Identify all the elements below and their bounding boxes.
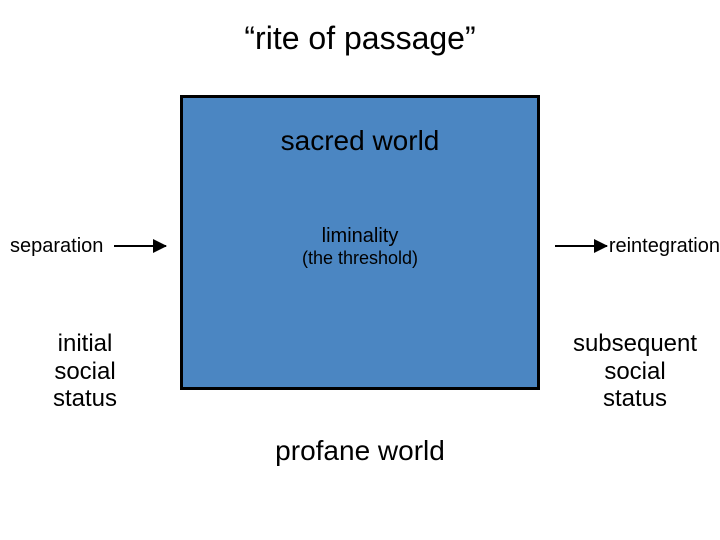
arrow-right-icon bbox=[555, 245, 607, 247]
arrow-left-icon bbox=[114, 245, 166, 247]
subsequent-status-line2: social bbox=[560, 358, 710, 386]
profane-world-label: profane world bbox=[180, 435, 540, 467]
liminality-sub-label: (the threshold) bbox=[180, 248, 540, 269]
initial-status-line1: initial bbox=[30, 330, 140, 358]
initial-status-label: initial social status bbox=[30, 330, 140, 413]
separation-label: separation bbox=[10, 235, 103, 258]
diagram-title: “rite of passage” bbox=[0, 20, 720, 57]
sacred-world-label: sacred world bbox=[180, 125, 540, 157]
initial-status-line3: status bbox=[30, 385, 140, 413]
liminality-main-label: liminality bbox=[180, 225, 540, 248]
liminality-label-block: liminality (the threshold) bbox=[180, 225, 540, 269]
subsequent-status-line3: status bbox=[560, 385, 710, 413]
reintegration-label: reintegration bbox=[609, 235, 720, 258]
initial-status-line2: social bbox=[30, 358, 140, 386]
subsequent-status-line1: subsequent bbox=[560, 330, 710, 358]
subsequent-status-label: subsequent social status bbox=[560, 330, 710, 413]
